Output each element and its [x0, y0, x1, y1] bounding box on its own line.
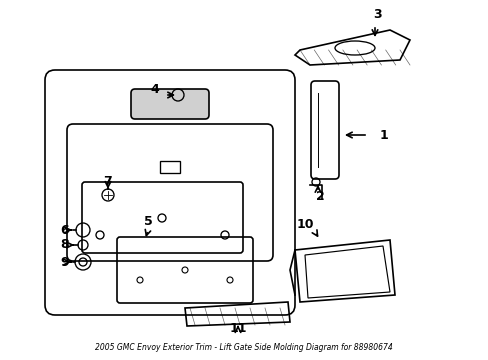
- Bar: [160, 161, 180, 173]
- Text: 3: 3: [373, 8, 382, 21]
- FancyBboxPatch shape: [131, 89, 208, 119]
- Text: 6: 6: [61, 224, 69, 237]
- Text: 2005 GMC Envoy Exterior Trim - Lift Gate Side Molding Diagram for 88980674: 2005 GMC Envoy Exterior Trim - Lift Gate…: [95, 343, 392, 352]
- Text: 11: 11: [229, 322, 246, 335]
- Text: 4: 4: [150, 83, 159, 96]
- Text: 7: 7: [103, 175, 112, 188]
- Text: 9: 9: [61, 256, 69, 269]
- Text: 1: 1: [379, 129, 388, 141]
- Text: 5: 5: [143, 215, 152, 228]
- Text: 2: 2: [315, 190, 324, 203]
- Text: 10: 10: [296, 218, 313, 231]
- Text: 8: 8: [61, 239, 69, 252]
